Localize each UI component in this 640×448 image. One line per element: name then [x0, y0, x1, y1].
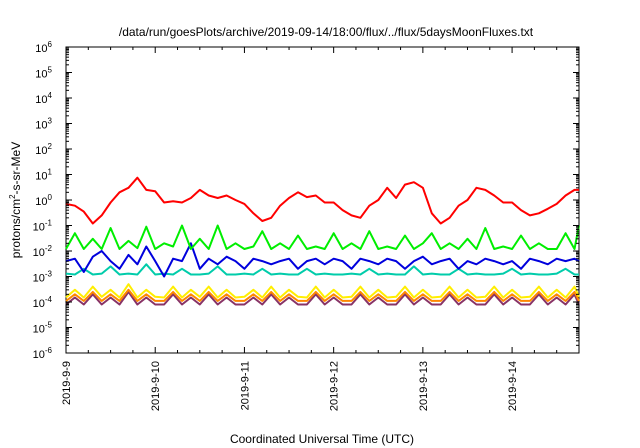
y-tick-exponent: 1 [48, 168, 53, 177]
series-line-7 [65, 290, 580, 306]
series-line-3 [65, 242, 580, 278]
x-tick-label: 2019-9-12 [329, 361, 341, 411]
y-tick-base: 10 [33, 247, 45, 259]
y-tick-exponent: 2 [48, 142, 53, 151]
y-tick-label: 102 [35, 142, 52, 157]
y-tick-label: 10-5 [33, 321, 53, 336]
series-layer [65, 176, 580, 306]
y-tick-label: 10-1 [33, 219, 53, 234]
y-tick-label: 103 [35, 117, 52, 132]
y-tick-exponent: 5 [48, 66, 53, 75]
y-axis-label-sup: 2 [8, 194, 17, 199]
y-tick-base: 10 [35, 43, 47, 55]
y-tick-exponent: -5 [45, 321, 53, 330]
y-tick-exponent: -2 [45, 244, 53, 253]
y-tick-base: 10 [35, 69, 47, 81]
y-tick-base: 10 [33, 298, 45, 310]
y-tick-base: 10 [35, 145, 47, 157]
y-tick-exponent: 6 [48, 40, 53, 49]
y-tick-exponent: -3 [45, 270, 53, 279]
x-tick-label: 2019-9-9 [61, 361, 73, 405]
x-tick-label: 2019-9-10 [150, 361, 162, 411]
series-line-6 [65, 288, 580, 302]
y-tick-exponent: -4 [45, 295, 53, 304]
y-tick-label: 106 [35, 40, 52, 55]
series-line-4 [65, 263, 579, 276]
y-tick-base: 10 [35, 171, 47, 183]
x-tick-label: 2019-9-14 [507, 361, 519, 411]
y-axis-label-pre: protons/cm [9, 199, 23, 258]
x-tick-label: 2019-9-13 [418, 361, 430, 411]
x-axis: 2019-9-9 2019-9-10 2019-9-11 2019-9-12 2019-… [61, 47, 580, 411]
y-tick-exponent: 3 [48, 117, 53, 126]
y-tick-base: 10 [35, 94, 47, 106]
y-tick-base: 10 [33, 349, 45, 361]
y-tick-label: 10-3 [33, 270, 53, 285]
y-tick-exponent: 0 [48, 193, 53, 202]
y-tick-exponent: 4 [48, 91, 53, 100]
series-line-2 [65, 224, 580, 250]
y-axis: 10610510410310210110010-110-210-310-410-… [33, 40, 579, 361]
y-tick-label: 105 [35, 66, 52, 81]
y-axis-label-post: -s-sr-MeV [9, 142, 23, 195]
series-line-1 [65, 176, 579, 225]
y-tick-label: 101 [35, 168, 52, 183]
y-tick-label: 10-6 [33, 346, 53, 361]
y-tick-base: 10 [35, 196, 47, 208]
chart-title: /data/run/goesPlots/archive/2019-09-14/1… [119, 25, 534, 39]
x-tick-label: 2019-9-11 [239, 361, 251, 410]
y-tick-exponent: -6 [45, 346, 53, 355]
y-tick-label: 100 [35, 193, 52, 208]
y-tick-label: 10-4 [33, 295, 53, 310]
y-tick-base: 10 [35, 120, 47, 132]
y-tick-label: 104 [35, 91, 52, 106]
y-tick-base: 10 [33, 222, 45, 234]
y-tick-label: 10-2 [33, 244, 53, 259]
y-tick-base: 10 [33, 273, 45, 285]
series-line-5 [65, 283, 580, 299]
x-axis-label: Coordinated Universal Time (UTC) [230, 432, 414, 446]
y-axis-label: protons/cm2-s-sr-MeV [8, 142, 23, 258]
y-tick-exponent: -1 [45, 219, 53, 228]
y-tick-base: 10 [33, 324, 45, 336]
